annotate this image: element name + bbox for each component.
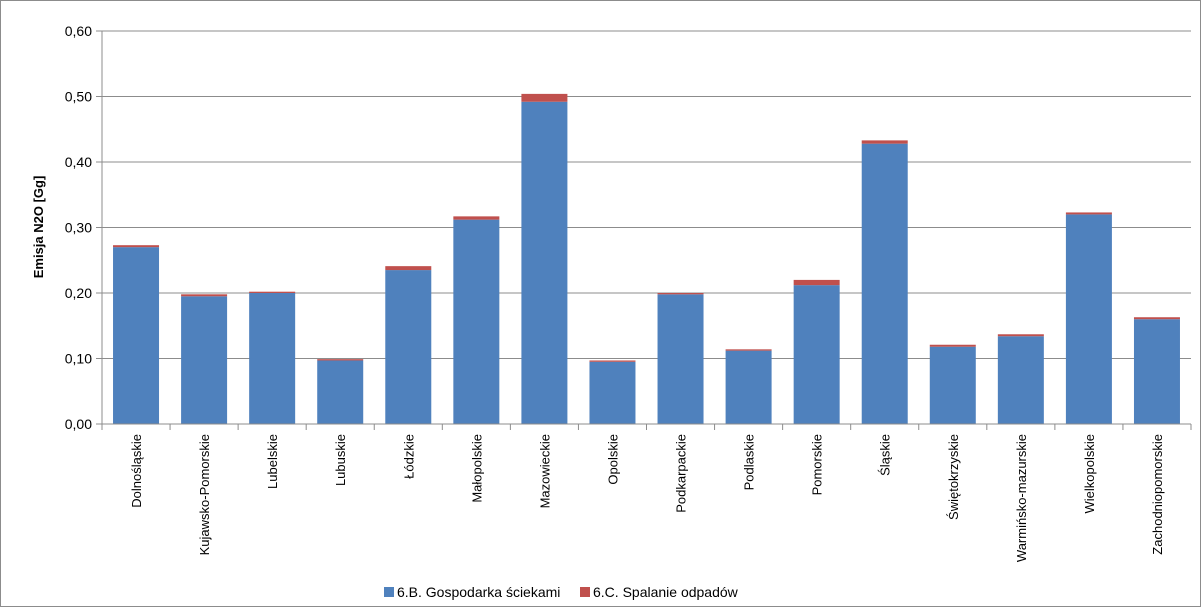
bar-segment-spalanie bbox=[181, 294, 228, 297]
bar-segment-gospodarka bbox=[249, 293, 296, 424]
bar-segment-gospodarka bbox=[385, 270, 432, 424]
category-label: Opolskie bbox=[605, 434, 620, 485]
legend: 6.B. Gospodarka ściekami 6.C. Spalanie od… bbox=[384, 584, 739, 600]
bar-segment-spalanie bbox=[861, 140, 908, 144]
bar-segment-gospodarka bbox=[181, 296, 228, 424]
bar-segment-spalanie bbox=[249, 291, 296, 293]
bar-segment-gospodarka bbox=[453, 219, 500, 424]
bar-segment-gospodarka bbox=[861, 143, 908, 424]
category-label: Małopolskie bbox=[469, 434, 484, 503]
y-tick-label: 0,30 bbox=[65, 220, 92, 236]
category-labels: Dolnośląskie Kujawsko-Pomorskie Lubelskie L… bbox=[129, 434, 1165, 562]
bar-segment-gospodarka bbox=[521, 101, 568, 425]
bar-segment-spalanie bbox=[929, 344, 976, 347]
axes bbox=[101, 31, 1192, 430]
y-tick-label: 0,60 bbox=[65, 23, 92, 39]
y-tick-label: 0,50 bbox=[65, 89, 92, 105]
bar-segment-gospodarka bbox=[113, 247, 160, 424]
category-label: Zachodniopomorskie bbox=[1150, 434, 1165, 555]
category-label: Łódzkie bbox=[401, 434, 416, 479]
bar-segment-spalanie bbox=[521, 93, 568, 102]
y-tick-label: 0,00 bbox=[65, 416, 92, 432]
bar-segment-spalanie bbox=[385, 266, 432, 271]
y-axis-label: Emisja N2O [Gg] bbox=[31, 176, 46, 279]
bar-segment-gospodarka bbox=[657, 294, 704, 424]
category-label: Kujawsko-Pomorskie bbox=[197, 434, 212, 555]
y-tick-label: 0,10 bbox=[65, 351, 92, 367]
bar-segment-spalanie bbox=[589, 360, 636, 362]
y-tick-label: 0,20 bbox=[65, 285, 92, 301]
bar-segment-spalanie bbox=[793, 279, 840, 286]
bar-segment-spalanie bbox=[1133, 317, 1180, 320]
bars bbox=[113, 93, 1180, 425]
bar-segment-spalanie bbox=[657, 293, 704, 295]
category-label: Podlaskie bbox=[742, 434, 757, 490]
category-label: Lubelskie bbox=[265, 434, 280, 489]
category-label: Śląskie bbox=[878, 434, 893, 476]
bar-segment-gospodarka bbox=[725, 350, 772, 424]
bar-segment-gospodarka bbox=[1065, 214, 1112, 424]
bar-segment-spalanie bbox=[453, 216, 500, 220]
legend-label: 6.C. Spalanie odpadów bbox=[593, 584, 739, 600]
category-label: Świętokrzyskie bbox=[946, 434, 961, 520]
bar-segment-spalanie bbox=[113, 245, 160, 248]
category-label: Wielkopolskie bbox=[1082, 434, 1097, 513]
bar-segment-gospodarka bbox=[793, 285, 840, 424]
legend-label: 6.B. Gospodarka ściekami bbox=[397, 584, 560, 600]
category-label: Dolnośląskie bbox=[129, 434, 144, 508]
category-label: Lubuskie bbox=[333, 434, 348, 486]
legend-swatch bbox=[384, 587, 394, 597]
y-tick-label: 0,40 bbox=[65, 154, 92, 170]
category-label: Podkarpackie bbox=[674, 434, 689, 513]
y-tick-labels: 0,00 0,10 0,20 0,30 0,40 0,50 0,60 bbox=[65, 23, 92, 432]
bar-segment-gospodarka bbox=[1133, 319, 1180, 424]
bar-segment-spalanie bbox=[725, 349, 772, 351]
category-label: Mazowieckie bbox=[537, 434, 552, 508]
category-label: Warmińsko-mazurskie bbox=[1014, 434, 1029, 562]
bar-segment-spalanie bbox=[997, 334, 1044, 337]
bar-segment-spalanie bbox=[1065, 212, 1112, 215]
bar-segment-gospodarka bbox=[317, 360, 364, 424]
bar-segment-gospodarka bbox=[589, 361, 636, 424]
bar-segment-spalanie bbox=[317, 359, 364, 361]
legend-swatch bbox=[580, 587, 590, 597]
bar-segment-gospodarka bbox=[997, 336, 1044, 424]
category-label: Pomorskie bbox=[810, 434, 825, 495]
bar-segment-gospodarka bbox=[929, 346, 976, 424]
